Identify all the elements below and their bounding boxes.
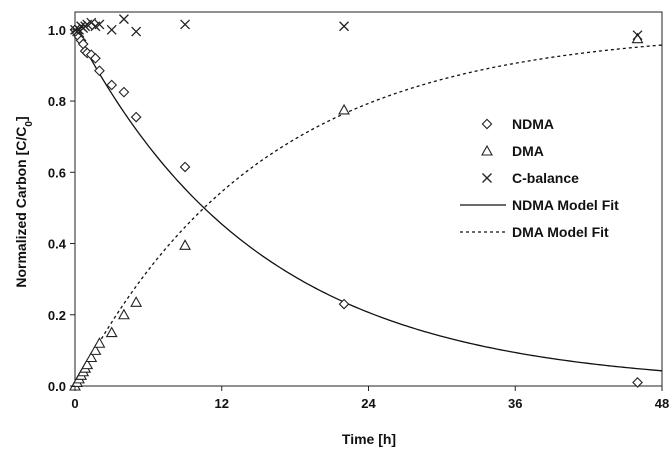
- x-tick-label: 0: [71, 396, 78, 411]
- y-tick-label: 0.6: [48, 165, 66, 180]
- x-tick-label: 12: [215, 396, 229, 411]
- ticks: 0 12 24 36 48 0.0 0.2 0.4 0.6 0.8 1.0: [48, 23, 669, 411]
- x-tick-label: 36: [508, 396, 522, 411]
- dma-point: [130, 296, 143, 307]
- dma-model-fit-line: [74, 44, 663, 387]
- legend-dma-model-fit-label: DMA Model Fit: [512, 224, 609, 240]
- y-axis-title: Normalized Carbon [C/C0]: [13, 116, 35, 287]
- y-tick-label: 0.2: [48, 308, 66, 323]
- c-balance-point: [131, 26, 142, 37]
- legend: NDMA DMA C-balance NDMA Model Fit DMA Model …: [460, 116, 619, 240]
- y-tick-label: 0.0: [48, 379, 66, 394]
- dma-point: [105, 326, 118, 338]
- ndma-point: [130, 111, 142, 123]
- ndma-point: [179, 161, 191, 173]
- dma-point: [93, 337, 106, 348]
- legend-ndma-label: NDMA: [512, 116, 554, 132]
- y-tick-label: 0.4: [48, 237, 67, 252]
- c-balance-point: [180, 19, 191, 30]
- x-axis-title: Time [h]: [342, 431, 396, 447]
- x-tick-label: 24: [361, 396, 376, 411]
- ndma-point: [106, 79, 118, 91]
- y-axis-title-main: Normalized Carbon [C/C: [13, 127, 29, 288]
- ndma-point: [90, 52, 101, 64]
- dma-point: [85, 351, 98, 363]
- dma-point: [338, 103, 350, 115]
- axis-titles: Time [h] Normalized Carbon [C/C0]: [13, 116, 396, 447]
- legend-c-balance-label: C-balance: [512, 170, 579, 186]
- c-balance-point: [118, 14, 129, 25]
- markers: [69, 14, 644, 391]
- y-axis-title-sub: 0: [24, 121, 35, 127]
- dma-point: [81, 358, 94, 370]
- c-balance-point: [94, 19, 105, 30]
- ndma-point: [118, 86, 130, 98]
- ndma-point: [94, 65, 105, 77]
- y-tick-label: 1.0: [48, 23, 66, 38]
- ndma-model-fit-line: [74, 29, 663, 372]
- ndma-point: [632, 377, 643, 388]
- x-tick-label: 48: [655, 396, 669, 411]
- dma-point: [179, 239, 191, 250]
- dma-point: [89, 344, 102, 355]
- legend-dma-label: DMA: [512, 143, 544, 159]
- c-balance-point: [339, 21, 350, 32]
- ndma-point: [338, 298, 350, 310]
- fit-lines: [74, 29, 663, 387]
- y-axis-title-close: ]: [13, 116, 29, 121]
- c-balance-point: [106, 24, 117, 35]
- y-tick-label: 0.8: [48, 94, 66, 109]
- legend-c-balance-symbol: [482, 173, 492, 183]
- legend-ndma-model-fit-label: NDMA Model Fit: [512, 197, 619, 213]
- legend-ndma-symbol: [481, 118, 493, 130]
- dma-point: [117, 308, 130, 320]
- c-balance-point: [632, 30, 643, 41]
- legend-dma-symbol: [481, 144, 493, 156]
